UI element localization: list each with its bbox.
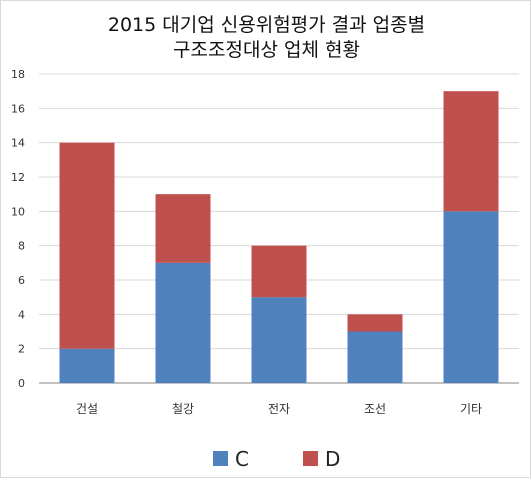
bar-C-건설 [59, 348, 115, 383]
x-tick-label: 기타 [460, 402, 482, 416]
x-tick-label: 철강 [172, 402, 194, 416]
y-tick-label: 6 [18, 274, 25, 287]
legend-swatch-C [213, 451, 228, 466]
legend-label-C: C [235, 447, 249, 471]
bar-C-조선 [347, 331, 403, 383]
bar-C-철강 [155, 262, 211, 383]
y-tick-label: 4 [18, 308, 25, 321]
x-tick-label: 건설 [76, 402, 98, 416]
y-tick-label: 12 [11, 171, 25, 184]
legend-label-D: D [325, 447, 340, 471]
bar-D-전자 [251, 245, 307, 298]
y-tick-label: 16 [11, 102, 25, 115]
chart-title-line-2: 구조조정대상 업체 현황 [173, 39, 360, 61]
bar-C-기타 [443, 211, 499, 383]
x-tick-label: 조선 [364, 402, 386, 416]
bar-D-철강 [155, 194, 211, 263]
bar-D-조선 [347, 314, 403, 332]
y-tick-label: 18 [11, 68, 25, 81]
y-tick-label: 14 [11, 137, 25, 150]
y-tick-label: 8 [18, 240, 25, 253]
y-tick-label: 10 [11, 205, 25, 218]
x-tick-label: 전자 [268, 402, 290, 416]
bar-D-건설 [59, 142, 115, 349]
y-tick-label: 2 [18, 343, 25, 356]
y-tick-label: 0 [18, 377, 25, 390]
chart-title-line-1: 2015 대기업 신용위험평가 결과 업종별 [107, 14, 426, 36]
bar-D-기타 [443, 91, 499, 212]
bar-C-전자 [251, 297, 307, 383]
legend-swatch-D [303, 451, 318, 466]
